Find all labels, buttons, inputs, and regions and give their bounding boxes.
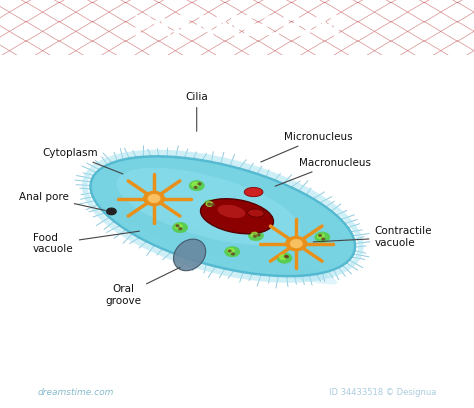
Ellipse shape [244, 187, 263, 197]
Circle shape [225, 246, 240, 257]
Ellipse shape [201, 199, 273, 234]
Circle shape [206, 202, 213, 206]
Circle shape [248, 231, 264, 241]
Circle shape [277, 253, 292, 263]
Circle shape [285, 256, 288, 258]
Circle shape [257, 234, 260, 236]
Circle shape [144, 191, 164, 206]
Text: dreamstime.com: dreamstime.com [38, 388, 114, 397]
Circle shape [322, 238, 325, 240]
Text: Macronucleus: Macronucleus [275, 158, 371, 186]
Circle shape [228, 248, 234, 253]
Text: Food
vacuole: Food vacuole [33, 231, 139, 255]
Circle shape [194, 186, 197, 188]
Circle shape [148, 195, 160, 202]
Circle shape [107, 208, 116, 215]
Ellipse shape [218, 205, 245, 218]
Circle shape [228, 250, 231, 252]
Text: Micronucleus: Micronucleus [261, 132, 353, 162]
Circle shape [176, 225, 179, 227]
Circle shape [286, 237, 307, 251]
Circle shape [179, 228, 182, 230]
Circle shape [189, 180, 204, 191]
Circle shape [173, 222, 188, 233]
Circle shape [254, 235, 256, 237]
Circle shape [280, 255, 286, 259]
Ellipse shape [248, 209, 264, 217]
Circle shape [319, 235, 321, 236]
Circle shape [284, 255, 287, 257]
Circle shape [318, 234, 324, 239]
Circle shape [208, 203, 211, 205]
Text: Contractile
vacuole: Contractile vacuole [313, 226, 432, 248]
Circle shape [198, 183, 201, 185]
Text: Cilia: Cilia [185, 92, 208, 131]
Ellipse shape [91, 156, 355, 276]
Circle shape [211, 204, 214, 206]
Text: Anal pore: Anal pore [19, 192, 105, 211]
Circle shape [175, 224, 182, 229]
Ellipse shape [173, 239, 206, 271]
Circle shape [291, 240, 302, 248]
Circle shape [192, 182, 199, 187]
Ellipse shape [118, 213, 337, 284]
Text: Oral
groove: Oral groove [105, 267, 180, 306]
Circle shape [251, 232, 258, 237]
Text: Cytoplasm: Cytoplasm [43, 149, 123, 174]
Circle shape [203, 200, 219, 210]
Circle shape [315, 232, 330, 242]
Text: ID 34433518 © Designua: ID 34433518 © Designua [328, 388, 436, 397]
Text: PARAMECIUM: PARAMECIUM [132, 13, 342, 42]
Circle shape [231, 253, 234, 255]
Ellipse shape [117, 168, 301, 246]
